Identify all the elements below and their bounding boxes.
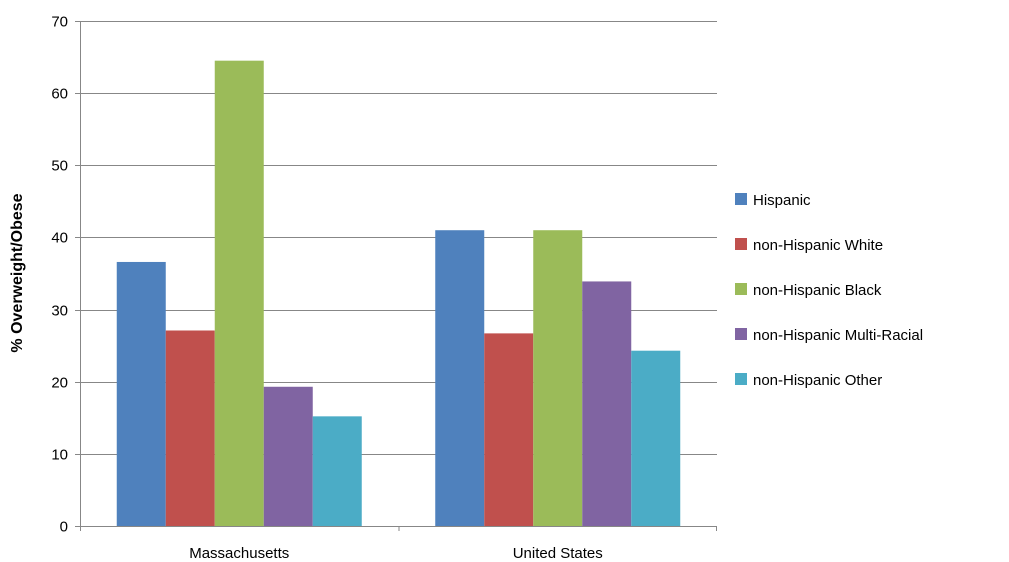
legend-swatch xyxy=(735,328,747,340)
legend-label: non-Hispanic Other xyxy=(753,372,882,389)
y-tick-label: 70 xyxy=(51,14,68,31)
y-tick-label: 20 xyxy=(51,375,68,392)
x-category-label: Massachusetts xyxy=(189,545,289,562)
legend-swatch xyxy=(735,193,747,205)
y-tick-label: 40 xyxy=(51,230,68,247)
legend-swatch xyxy=(735,238,747,250)
bars xyxy=(116,60,681,527)
legend-label: Hispanic xyxy=(753,192,811,209)
y-tick-label: 30 xyxy=(51,303,68,320)
bar xyxy=(533,230,583,526)
bar xyxy=(582,281,632,526)
x-category-labels: Massachusetts United States xyxy=(189,545,603,562)
bar xyxy=(484,333,534,526)
legend-label: non-Hispanic White xyxy=(753,237,883,254)
bar xyxy=(165,330,215,526)
bar xyxy=(435,230,485,526)
legend-label: non-Hispanic Multi-Racial xyxy=(753,327,923,344)
y-tick-labels: 0 10 20 30 40 50 60 70 xyxy=(51,14,68,536)
bar xyxy=(312,416,362,526)
bar xyxy=(214,60,264,527)
bar xyxy=(116,261,166,526)
axes xyxy=(75,21,717,531)
bar xyxy=(631,350,681,526)
y-tick-label: 50 xyxy=(51,158,68,175)
y-tick-label: 10 xyxy=(51,447,68,464)
bar xyxy=(263,386,313,526)
legend-swatch xyxy=(735,283,747,295)
y-axis-title: % Overweight/Obese xyxy=(9,193,26,352)
legend-label: non-Hispanic Black xyxy=(753,282,882,299)
legend: Hispanic non-Hispanic White non-Hispanic B… xyxy=(735,192,923,389)
y-tick-label: 0 xyxy=(60,519,68,536)
y-tick-label: 60 xyxy=(51,86,68,103)
legend-swatch xyxy=(735,373,747,385)
x-category-label: United States xyxy=(513,545,603,562)
